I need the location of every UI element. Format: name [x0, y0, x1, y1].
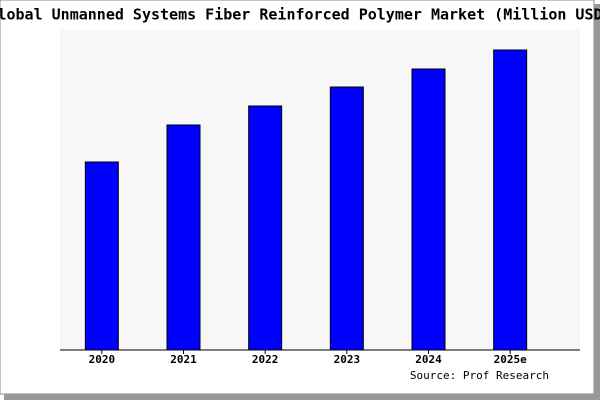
x-tick-label: 2022: [252, 353, 279, 366]
x-tick-label: 2024: [415, 353, 442, 366]
bar: [248, 105, 283, 351]
bar: [329, 86, 364, 351]
frame-shadow: [594, 4, 600, 400]
chart-title: Global Unmanned Systems Fiber Reinforced…: [0, 6, 600, 24]
bar: [411, 68, 446, 351]
source-note: Source: Prof Research: [410, 369, 549, 382]
x-tick-label: 2020: [89, 353, 116, 366]
x-tick-label: 2021: [170, 353, 197, 366]
bar: [493, 49, 528, 351]
bar: [84, 161, 119, 351]
frame-shadow: [4, 394, 600, 400]
bar: [166, 124, 201, 351]
x-tick-label: 2025e: [494, 353, 527, 366]
x-tick-label: 2023: [334, 353, 361, 366]
